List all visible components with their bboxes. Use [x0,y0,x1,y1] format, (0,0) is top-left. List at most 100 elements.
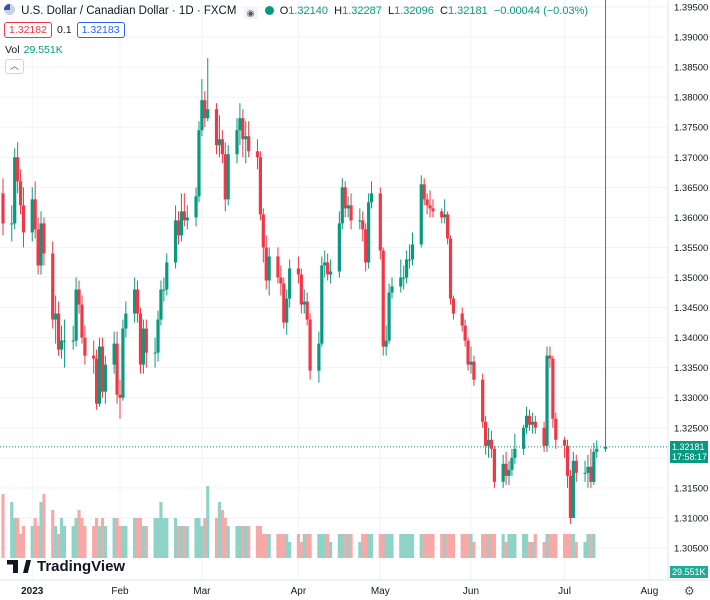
volume-bar [33,518,37,558]
price-tick-label: 1.31500 [674,483,708,494]
buy-button[interactable]: 1.32183 [76,22,125,38]
volume-bar [288,542,292,558]
candle-body [302,301,306,305]
volume-bar [244,526,248,558]
volume-bar [51,510,55,558]
change-value: −0.00044 (−0.03%) [493,5,589,17]
volume-bar [54,526,58,558]
volume-bar [448,534,453,558]
candle-body [407,259,412,261]
candle-body [206,109,210,119]
candle-body [214,109,219,146]
candle-body [33,199,37,230]
candle-body [80,304,84,338]
candle-body [364,229,368,263]
candle-body [100,346,105,392]
grid-lines [0,0,668,580]
collapse-legend-button[interactable]: ︿ [5,59,24,74]
volume-bar [425,534,429,558]
price-axis[interactable]: 1.39500 1.39000 1.38500 1.38000 1.37500 1.370… [674,3,708,555]
volume-bar [530,542,535,558]
candle-body [92,355,96,359]
volume-bar [489,534,494,558]
volume-bar [1,494,5,558]
candle-body [305,301,309,320]
candle-body [513,448,517,458]
candle-body [182,211,186,221]
candle-body [381,250,385,347]
candle-body [367,202,371,263]
candle-body [492,448,496,482]
candle-body [592,451,596,482]
volume-legend-label: Vol [5,44,20,56]
chart-legend: U.S. Dollar / Canadian Dollar · 1D · FXC… [4,4,588,19]
volume-bar [21,526,26,558]
volume-bar [428,534,432,558]
volume-bar [296,534,301,558]
volume-bar [182,526,186,558]
volume-bar [235,526,239,558]
time-axis[interactable]: 2023 Feb Mar Apr May Jun Jul Aug [21,586,658,597]
volume-bar [460,534,464,558]
tradingview-logo-icon-part [23,560,31,573]
volume-bar [80,518,84,558]
volume-bar [103,526,107,558]
volume-bar [92,526,96,558]
volume-bar [443,534,447,558]
volume-bar [185,526,189,558]
volume-bar [384,534,388,558]
tradingview-logo[interactable]: TradingView [7,558,125,575]
candle-body [571,460,575,518]
candle-body [220,139,224,155]
price-tick-label: 1.38000 [674,93,708,104]
candle-body [603,446,608,449]
volume-bar [162,518,166,558]
candle-body [533,421,537,428]
candle-body [282,283,286,323]
sell-button[interactable]: 1.32182 [4,22,52,38]
volume-bar [279,534,283,558]
volume-bar [381,534,385,558]
candle-body [463,325,467,341]
candle-body [349,205,353,221]
candle-body [261,214,265,248]
volume-bar [387,534,391,558]
price-tick-label: 1.37500 [674,123,708,134]
candle-body [165,262,169,290]
candle-body [320,265,324,344]
volume-bar [77,510,81,558]
candle-body [440,211,444,218]
candle-body [510,457,514,470]
volume-bar [472,542,476,558]
bar-countdown: 17:58:17 [672,451,708,462]
volume-bar [173,518,178,558]
volume-bar [551,534,555,558]
low-value: 1.32096 [394,5,434,17]
settings-gear-icon[interactable]: ⚙ [684,584,695,598]
volume-bar [203,518,207,558]
candle-body [522,427,526,449]
candle-body [197,130,201,197]
volume-bar [179,526,184,558]
candle-body [399,277,403,287]
candle-body [179,211,184,236]
volume-bar [548,534,552,558]
volume-bars [1,486,596,558]
time-tick-label: Feb [111,586,129,597]
volume-bar [267,534,271,558]
volume-bar [121,526,125,558]
candle-body [118,394,122,398]
last-price-value: 1.32181 [672,441,705,452]
volume-bar [112,518,116,558]
candle-body [317,343,321,371]
candle-body [173,220,178,263]
market-status-icon[interactable] [264,6,274,15]
visibility-eye-icon[interactable]: ◉ [243,7,258,19]
volume-bar [399,534,403,558]
candle-body [545,355,549,446]
symbol-title[interactable]: U.S. Dollar / Canadian Dollar · 1D · FXC… [21,5,237,17]
volume-bar [97,526,102,558]
volume-bar [554,534,558,558]
candle-body [548,355,552,359]
